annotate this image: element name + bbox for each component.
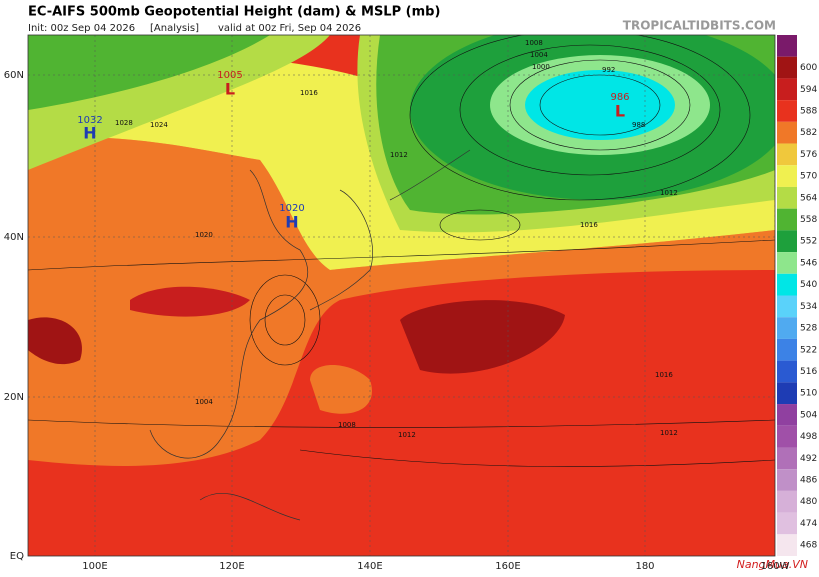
colorbar-cell — [777, 35, 797, 57]
lon-label: 140E — [357, 561, 382, 572]
colorbar-label: 480 — [800, 497, 817, 507]
contour-label: 1012 — [398, 431, 416, 439]
colorbar-label: 534 — [800, 302, 817, 312]
contour-label: 1008 — [338, 421, 356, 429]
colorbar-label: 468 — [800, 541, 817, 551]
contour-label: 1004 — [530, 51, 548, 59]
contour-label: 1012 — [390, 151, 408, 159]
contour-label: 1012 — [660, 429, 678, 437]
colorbar-label: 576 — [800, 150, 817, 160]
colorbar-cell — [777, 490, 797, 513]
colorbar-cell — [777, 121, 797, 144]
colorbar-cell — [777, 469, 797, 491]
center-value: 1032 — [77, 115, 102, 126]
colorbar-cell — [777, 425, 797, 448]
colorbar-cell — [777, 338, 797, 361]
colorbar-label: 516 — [800, 367, 817, 377]
lat-label: 20N — [4, 392, 24, 403]
center-value: 986 — [610, 92, 629, 103]
colorbar-cell — [777, 404, 797, 426]
colorbar-label: 486 — [800, 476, 817, 486]
colorbar-cell — [777, 317, 797, 339]
colorbar-label: 498 — [800, 432, 817, 442]
colorbar-cell — [777, 360, 797, 383]
lon-label: 120E — [219, 561, 244, 572]
contour-label: 1012 — [660, 189, 678, 197]
center-letter: L — [615, 102, 625, 121]
colorbar-label: 522 — [800, 345, 817, 355]
contour-label: 1000 — [532, 63, 550, 71]
colorbar-label: 546 — [800, 258, 817, 268]
colorbar-cell — [777, 512, 797, 535]
lat-label: 60N — [4, 70, 24, 81]
colorbar-cell — [777, 252, 797, 274]
lon-label: 160E — [495, 561, 520, 572]
colorbar-label: 492 — [800, 454, 817, 464]
colorbar-label: 552 — [800, 237, 817, 247]
watermark: NangMua.VN — [737, 558, 808, 571]
center-letter: L — [225, 80, 235, 99]
contour-label: 1028 — [115, 119, 133, 127]
colorbar-cell — [777, 143, 797, 166]
center-letter: H — [285, 213, 298, 232]
colorbar-label: 600 — [800, 63, 817, 73]
colorbar-cell — [777, 100, 797, 122]
colorbar-label: 588 — [800, 106, 817, 116]
colorbar-label: 564 — [800, 193, 817, 203]
contour-label: 1020 — [195, 231, 213, 239]
colorbar-label: 594 — [800, 85, 817, 95]
run: [Analysis] — [150, 23, 199, 34]
colorbar-cell — [777, 534, 797, 556]
colorbar-cell — [777, 78, 797, 101]
valid: valid at 00z Fri, Sep 04 2026 — [218, 23, 361, 34]
contour-label: 1016 — [300, 89, 318, 97]
lon-label: 180 — [635, 561, 654, 572]
colorbar-cell — [777, 447, 797, 470]
contour-label: 1008 — [525, 39, 543, 47]
colorbar-label: 570 — [800, 172, 817, 182]
colorbar-cell — [777, 295, 797, 318]
colorbar-label: 474 — [800, 519, 817, 529]
colorbar-cell — [777, 382, 797, 405]
contour-label: 1016 — [580, 221, 598, 229]
source: TROPICALTIDBITS.COM — [623, 19, 776, 33]
contour-label: 1004 — [195, 398, 213, 406]
colorbar-cell — [777, 230, 797, 253]
contour-label: 992 — [602, 66, 615, 74]
colorbar-cell — [777, 56, 797, 79]
colorbar-cell — [777, 165, 797, 187]
colorbar-cell — [777, 208, 797, 231]
contour-label: 1024 — [150, 121, 168, 129]
map-frame — [27, 34, 776, 557]
colorbar-label: 504 — [800, 410, 817, 420]
lat-label: 40N — [4, 232, 24, 243]
contour-label: 1016 — [655, 371, 673, 379]
lon-label: 160W — [761, 561, 790, 572]
center-letter: H — [83, 124, 96, 143]
colorbar-label: 540 — [800, 280, 817, 290]
map: 1005 L 1032 H 1020 H 986 L 1008 1004 100… — [28, 35, 775, 556]
center-value: 1005 — [217, 70, 242, 81]
init: Init: 00z Sep 04 2026 — [28, 23, 135, 34]
colorbar-label: 582 — [800, 128, 817, 138]
colorbar-label: 528 — [800, 324, 817, 334]
title: EC-AIFS 500mb Geopotential Height (dam) … — [28, 5, 440, 20]
lat-label: EQ — [10, 551, 24, 562]
colorbar-cell — [777, 273, 797, 296]
colorbar-cell — [777, 186, 797, 209]
center-value: 1020 — [279, 203, 304, 214]
colorbar-label: 510 — [800, 389, 817, 399]
contour-label: 988 — [632, 121, 645, 129]
colorbar-label: 558 — [800, 215, 817, 225]
lon-label: 100E — [82, 561, 107, 572]
